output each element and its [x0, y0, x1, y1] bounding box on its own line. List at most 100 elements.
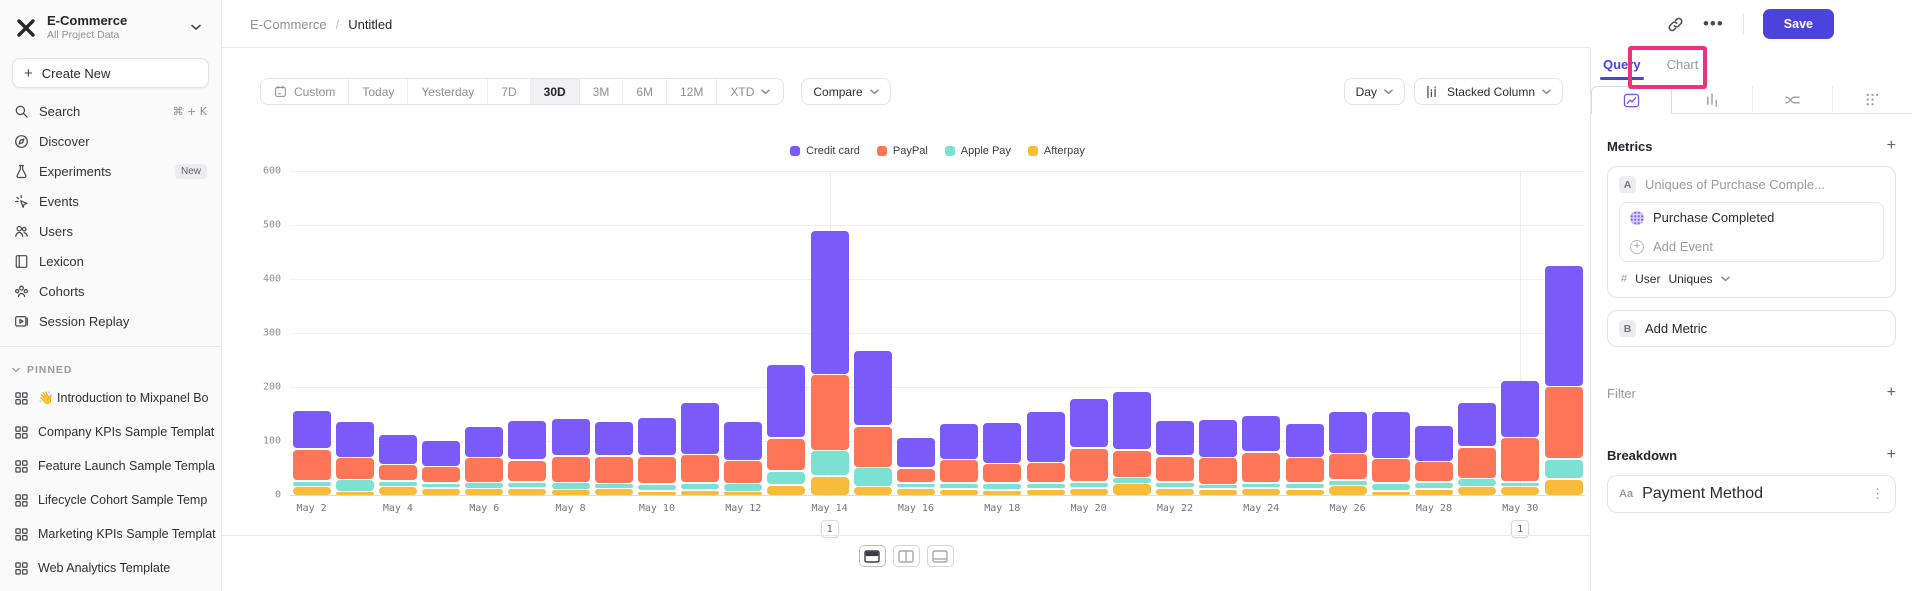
- range-yesterday[interactable]: Yesterday: [408, 79, 489, 104]
- range-7d[interactable]: 7D: [488, 79, 531, 104]
- kebab-menu-icon[interactable]: ⋮: [1871, 486, 1884, 501]
- bar-column-may-19[interactable]: [1024, 171, 1067, 495]
- bar-segment-apple-pay[interactable]: [1501, 482, 1540, 486]
- bar-column-may-2[interactable]: [290, 171, 333, 495]
- bar-segment-paypal[interactable]: [1544, 387, 1583, 458]
- bar-segment-paypal[interactable]: [378, 465, 417, 481]
- bar-segment-paypal[interactable]: [637, 456, 676, 484]
- bar-column-may-17[interactable]: [938, 171, 981, 495]
- create-new-button[interactable]: + Create New: [12, 58, 209, 89]
- bar-column-may-6[interactable]: [463, 171, 506, 495]
- bar-column-may-7[interactable]: [506, 171, 549, 495]
- bar-segment-paypal[interactable]: [1156, 456, 1195, 482]
- bar-segment-credit-card[interactable]: [853, 350, 892, 426]
- bar-segment-afterpay[interactable]: [292, 487, 331, 495]
- event-row-purchase-completed[interactable]: Purchase Completed: [1620, 203, 1883, 232]
- report-type-insights[interactable]: [1591, 86, 1673, 114]
- bar-segment-paypal[interactable]: [1242, 452, 1281, 483]
- bar-segment-paypal[interactable]: [896, 468, 935, 483]
- bar-column-may-14[interactable]: [808, 171, 851, 495]
- range-6m[interactable]: 6M: [623, 79, 668, 104]
- bar-segment-paypal[interactable]: [681, 455, 720, 483]
- bar-segment-afterpay[interactable]: [594, 489, 633, 495]
- bar-segment-apple-pay[interactable]: [335, 480, 374, 491]
- bar-segment-afterpay[interactable]: [940, 489, 979, 495]
- bar-segment-paypal[interactable]: [767, 438, 806, 471]
- bar-column-may-16[interactable]: [894, 171, 937, 495]
- bar-segment-credit-card[interactable]: [1112, 392, 1151, 450]
- layout-toggle-chart-top[interactable]: [858, 545, 886, 567]
- bar-segment-afterpay[interactable]: [983, 490, 1022, 495]
- sidebar-item-events[interactable]: Events: [0, 186, 221, 216]
- bar-column-may-3[interactable]: [333, 171, 376, 495]
- chart-type-dropdown[interactable]: Stacked Column: [1413, 78, 1563, 105]
- breadcrumb-project[interactable]: E-Commerce: [250, 16, 327, 32]
- bar-segment-apple-pay[interactable]: [681, 483, 720, 490]
- breadcrumb-current[interactable]: Untitled: [348, 16, 393, 32]
- report-type-flows[interactable]: [1752, 86, 1833, 114]
- bar-segment-afterpay[interactable]: [335, 492, 374, 495]
- bar-segment-credit-card[interactable]: [1458, 403, 1497, 447]
- add-breakdown-plus-icon[interactable]: +: [1886, 446, 1896, 463]
- granularity-dropdown[interactable]: Day: [1343, 78, 1405, 105]
- pinned-board-lifecycle-cohort-sample-temp[interactable]: Lifecycle Cohort Sample Temp: [0, 483, 221, 517]
- bar-segment-afterpay[interactable]: [1112, 484, 1151, 495]
- bar-segment-paypal[interactable]: [508, 460, 547, 482]
- pinned-section-header[interactable]: PINNED: [0, 357, 221, 381]
- add-event-row[interactable]: + Add Event: [1620, 232, 1883, 261]
- bar-segment-apple-pay[interactable]: [1242, 483, 1281, 488]
- bar-segment-credit-card[interactable]: [1199, 419, 1238, 457]
- bar-segment-paypal[interactable]: [983, 464, 1022, 483]
- bar-column-may-4[interactable]: [376, 171, 419, 495]
- bar-segment-credit-card[interactable]: [1371, 412, 1410, 458]
- bar-column-may-26[interactable]: [1326, 171, 1369, 495]
- bar-segment-apple-pay[interactable]: [594, 484, 633, 488]
- bar-segment-afterpay[interactable]: [1458, 487, 1497, 495]
- bar-segment-paypal[interactable]: [853, 426, 892, 467]
- bar-segment-paypal[interactable]: [465, 458, 504, 482]
- bar-segment-paypal[interactable]: [551, 456, 590, 482]
- bar-segment-apple-pay[interactable]: [1069, 482, 1108, 488]
- bar-segment-credit-card[interactable]: [767, 364, 806, 438]
- bar-segment-credit-card[interactable]: [1069, 398, 1108, 448]
- breakdown-card[interactable]: Aa Payment Method ⋮: [1607, 475, 1896, 513]
- bar-segment-paypal[interactable]: [1285, 458, 1324, 483]
- legend-item-apple-pay[interactable]: Apple Pay: [944, 145, 1011, 157]
- bar-segment-apple-pay[interactable]: [637, 484, 676, 491]
- save-button[interactable]: Save: [1762, 9, 1834, 39]
- bar-segment-afterpay[interactable]: [1285, 489, 1324, 495]
- bar-column-may-25[interactable]: [1283, 171, 1326, 495]
- bar-segment-afterpay[interactable]: [724, 492, 763, 495]
- add-filter-plus-icon[interactable]: +: [1886, 384, 1896, 401]
- report-type-retention[interactable]: [1832, 86, 1912, 114]
- metric-card-b[interactable]: B Add Metric: [1607, 310, 1896, 347]
- bar-segment-apple-pay[interactable]: [1199, 485, 1238, 489]
- bar-segment-paypal[interactable]: [1458, 447, 1497, 478]
- bar-segment-apple-pay[interactable]: [810, 451, 849, 476]
- bar-segment-afterpay[interactable]: [896, 488, 935, 495]
- annotation-marker[interactable]: 1: [1511, 520, 1530, 538]
- bar-segment-credit-card[interactable]: [508, 421, 547, 460]
- bar-segment-afterpay[interactable]: [810, 476, 849, 495]
- bar-segment-afterpay[interactable]: [508, 488, 547, 495]
- bar-segment-credit-card[interactable]: [681, 402, 720, 454]
- bar-segment-afterpay[interactable]: [465, 489, 504, 495]
- share-link-icon[interactable]: [1667, 16, 1684, 33]
- bar-segment-apple-pay[interactable]: [1156, 482, 1195, 488]
- bar-column-may-21[interactable]: [1110, 171, 1153, 495]
- bar-segment-afterpay[interactable]: [853, 487, 892, 495]
- bar-segment-apple-pay[interactable]: [465, 483, 504, 488]
- bar-segment-credit-card[interactable]: [896, 437, 935, 468]
- metric-a-name[interactable]: Uniques of Purchase Comple...: [1645, 177, 1825, 192]
- range-12m[interactable]: 12M: [667, 79, 718, 104]
- bar-segment-apple-pay[interactable]: [1458, 479, 1497, 486]
- bar-segment-credit-card[interactable]: [1285, 424, 1324, 457]
- range-3m[interactable]: 3M: [580, 79, 624, 104]
- bar-column-may-22[interactable]: [1153, 171, 1196, 495]
- bar-segment-credit-card[interactable]: [335, 422, 374, 457]
- bar-column-may-11[interactable]: [679, 171, 722, 495]
- legend-item-afterpay[interactable]: Afterpay: [1027, 145, 1085, 157]
- bar-segment-paypal[interactable]: [1026, 463, 1065, 483]
- bar-segment-credit-card[interactable]: [1501, 381, 1540, 437]
- bar-segment-paypal[interactable]: [1415, 462, 1454, 482]
